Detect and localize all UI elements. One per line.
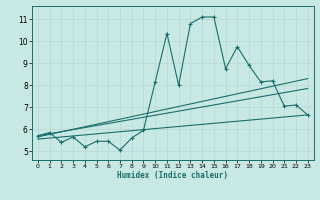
X-axis label: Humidex (Indice chaleur): Humidex (Indice chaleur)	[117, 171, 228, 180]
